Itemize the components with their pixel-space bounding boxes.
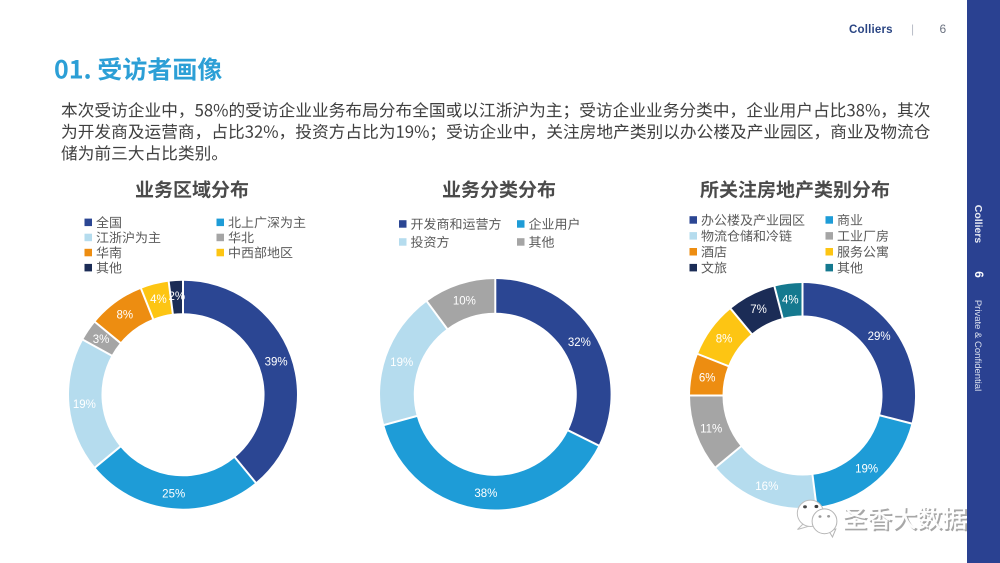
svg-text:32%: 32% [568,337,591,349]
svg-text:4%: 4% [150,294,167,306]
svg-text:6%: 6% [699,372,716,384]
svg-text:2%: 2% [168,291,185,303]
svg-text:Private & Confidential: Private & Confidential [972,300,983,391]
svg-text:4%: 4% [782,294,799,306]
svg-text:25%: 25% [162,488,185,500]
svg-text:6: 6 [972,271,986,278]
svg-text:19%: 19% [855,463,878,475]
svg-text:11%: 11% [700,424,722,436]
svg-text:19%: 19% [73,399,96,411]
svg-text:8%: 8% [716,334,733,346]
svg-text:16%: 16% [755,481,778,493]
svg-text:38%: 38% [474,488,497,500]
svg-text:6: 6 [940,22,947,36]
svg-text:3%: 3% [93,334,110,346]
svg-text:7%: 7% [750,304,767,316]
svg-text:8%: 8% [116,310,133,322]
svg-text:Colliers: Colliers [849,24,893,36]
svg-text:Colliers: Colliers [972,205,984,244]
svg-text:|: | [911,22,914,36]
svg-text:10%: 10% [453,295,476,307]
svg-text:19%: 19% [390,357,413,369]
svg-text:29%: 29% [868,331,891,343]
svg-text:39%: 39% [265,356,288,368]
